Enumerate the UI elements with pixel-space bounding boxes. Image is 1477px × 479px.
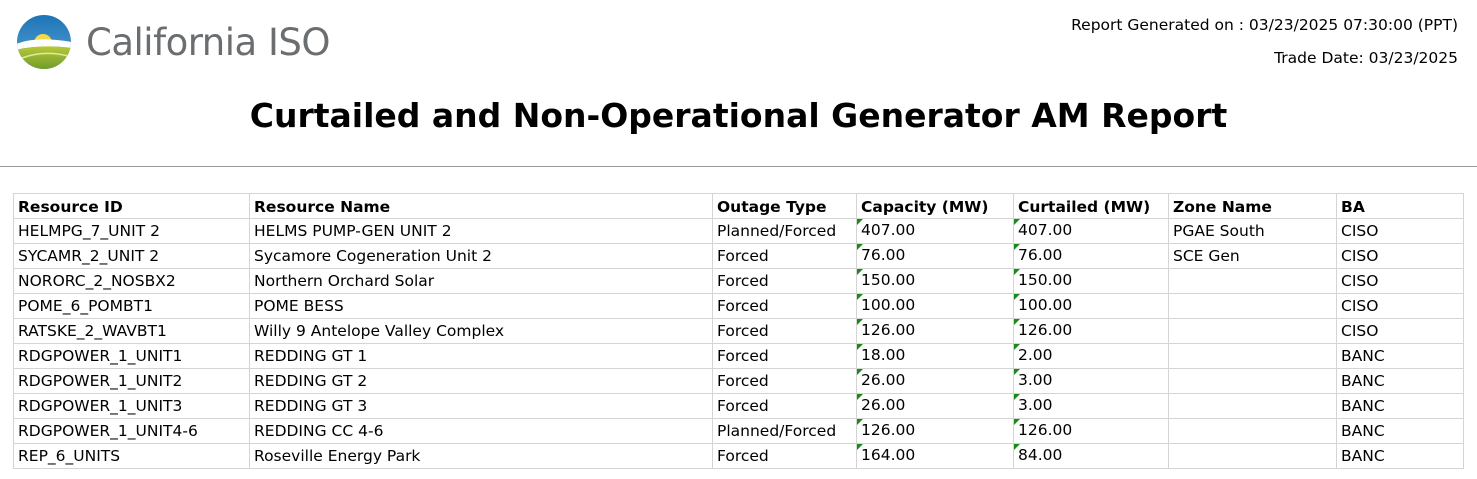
cell-ba: BANC [1336, 443, 1464, 469]
table-row: SYCAMR_2_UNIT 2 Sycamore Cogeneration Un… [13, 243, 1464, 269]
table-header-row: Resource ID Resource Name Outage Type Ca… [13, 193, 1464, 219]
cell-zone-name [1168, 293, 1337, 319]
cell-resource-name: Sycamore Cogeneration Unit 2 [249, 243, 713, 269]
cell-zone-name [1168, 393, 1337, 419]
column-header-zone-name: Zone Name [1168, 193, 1337, 219]
column-header-ba: BA [1336, 193, 1464, 219]
cell-outage-type: Forced [712, 343, 857, 369]
cell-outage-type: Forced [712, 293, 857, 319]
cell-outage-type: Forced [712, 243, 857, 269]
cell-outage-type: Forced [712, 393, 857, 419]
cell-resource-name: Willy 9 Antelope Valley Complex [249, 318, 713, 344]
cell-zone-name [1168, 268, 1337, 294]
cell-zone-name [1168, 443, 1337, 469]
cell-ba: BANC [1336, 368, 1464, 394]
cell-outage-type: Planned/Forced [712, 218, 857, 244]
cell-ba: BANC [1336, 418, 1464, 444]
cell-resource-id: SYCAMR_2_UNIT 2 [13, 243, 250, 269]
cell-zone-name [1168, 368, 1337, 394]
cell-resource-name: HELMS PUMP-GEN UNIT 2 [249, 218, 713, 244]
cell-resource-id: HELMPG_7_UNIT 2 [13, 218, 250, 244]
cell-resource-name: REDDING CC 4-6 [249, 418, 713, 444]
cell-ba: CISO [1336, 243, 1464, 269]
cell-zone-name: SCE Gen [1168, 243, 1337, 269]
cell-resource-name: REDDING GT 2 [249, 368, 713, 394]
cell-capacity: 126.00 [856, 418, 1014, 444]
table-row: RDGPOWER_1_UNIT2 REDDING GT 2 Forced 26.… [13, 368, 1464, 394]
cell-resource-id: RATSKE_2_WAVBT1 [13, 318, 250, 344]
cell-ba: BANC [1336, 393, 1464, 419]
cell-capacity: 407.00 [856, 218, 1014, 244]
cell-ba: CISO [1336, 318, 1464, 344]
cell-ba: BANC [1336, 343, 1464, 369]
table-row: RDGPOWER_1_UNIT1 REDDING GT 1 Forced 18.… [13, 343, 1464, 369]
cell-ba: CISO [1336, 218, 1464, 244]
cell-resource-id: POME_6_POMBT1 [13, 293, 250, 319]
sun-globe-icon [17, 15, 71, 69]
cell-outage-type: Forced [712, 268, 857, 294]
header-divider [0, 166, 1477, 167]
cell-ba: CISO [1336, 293, 1464, 319]
logo-text: California ISO [86, 20, 330, 64]
cell-curtailed: 76.00 [1013, 243, 1169, 269]
report-generated-label: Report Generated on : 03/23/2025 07:30:0… [1071, 16, 1458, 34]
cell-resource-name: Northern Orchard Solar [249, 268, 713, 294]
column-header-resource-id: Resource ID [13, 193, 250, 219]
cell-resource-name: Roseville Energy Park [249, 443, 713, 469]
table-row: POME_6_POMBT1 POME BESS Forced 100.00 10… [13, 293, 1464, 319]
column-header-capacity: Capacity (MW) [856, 193, 1014, 219]
cell-resource-id: RDGPOWER_1_UNIT2 [13, 368, 250, 394]
cell-resource-name: POME BESS [249, 293, 713, 319]
table-row: HELMPG_7_UNIT 2 HELMS PUMP-GEN UNIT 2 Pl… [13, 218, 1464, 244]
column-header-resource-name: Resource Name [249, 193, 713, 219]
cell-outage-type: Forced [712, 368, 857, 394]
table-row: RATSKE_2_WAVBT1 Willy 9 Antelope Valley … [13, 318, 1464, 344]
report-title: Curtailed and Non-Operational Generator … [249, 96, 1228, 135]
cell-outage-type: Planned/Forced [712, 418, 857, 444]
cell-zone-name: PGAE South [1168, 218, 1337, 244]
cell-resource-id: RDGPOWER_1_UNIT1 [13, 343, 250, 369]
cell-resource-id: REP_6_UNITS [13, 443, 250, 469]
cell-capacity: 26.00 [856, 393, 1014, 419]
cell-curtailed: 3.00 [1013, 368, 1169, 394]
cell-outage-type: Forced [712, 318, 857, 344]
cell-capacity: 76.00 [856, 243, 1014, 269]
trade-date-label: Trade Date: 03/23/2025 [1274, 49, 1458, 67]
table-row: REP_6_UNITS Roseville Energy Park Forced… [13, 443, 1464, 469]
cell-capacity: 100.00 [856, 293, 1014, 319]
cell-outage-type: Forced [712, 443, 857, 469]
outage-table: Resource ID Resource Name Outage Type Ca… [13, 193, 1464, 469]
cell-resource-name: REDDING GT 3 [249, 393, 713, 419]
cell-resource-id: RDGPOWER_1_UNIT4-6 [13, 418, 250, 444]
cell-resource-id: NORORC_2_NOSBX2 [13, 268, 250, 294]
california-iso-logo: California ISO [16, 14, 330, 70]
cell-curtailed: 2.00 [1013, 343, 1169, 369]
cell-curtailed: 100.00 [1013, 293, 1169, 319]
cell-curtailed: 150.00 [1013, 268, 1169, 294]
cell-zone-name [1168, 343, 1337, 369]
cell-zone-name [1168, 318, 1337, 344]
cell-curtailed: 126.00 [1013, 318, 1169, 344]
column-header-curtailed: Curtailed (MW) [1013, 193, 1169, 219]
cell-curtailed: 407.00 [1013, 218, 1169, 244]
cell-capacity: 18.00 [856, 343, 1014, 369]
cell-zone-name [1168, 418, 1337, 444]
table-row: RDGPOWER_1_UNIT3 REDDING GT 3 Forced 26.… [13, 393, 1464, 419]
cell-capacity: 26.00 [856, 368, 1014, 394]
cell-capacity: 150.00 [856, 268, 1014, 294]
cell-curtailed: 3.00 [1013, 393, 1169, 419]
cell-curtailed: 84.00 [1013, 443, 1169, 469]
column-header-outage-type: Outage Type [712, 193, 857, 219]
table-row: RDGPOWER_1_UNIT4-6 REDDING CC 4-6 Planne… [13, 418, 1464, 444]
cell-resource-name: REDDING GT 1 [249, 343, 713, 369]
cell-resource-id: RDGPOWER_1_UNIT3 [13, 393, 250, 419]
table-row: NORORC_2_NOSBX2 Northern Orchard Solar F… [13, 268, 1464, 294]
cell-capacity: 164.00 [856, 443, 1014, 469]
cell-capacity: 126.00 [856, 318, 1014, 344]
cell-curtailed: 126.00 [1013, 418, 1169, 444]
cell-ba: CISO [1336, 268, 1464, 294]
